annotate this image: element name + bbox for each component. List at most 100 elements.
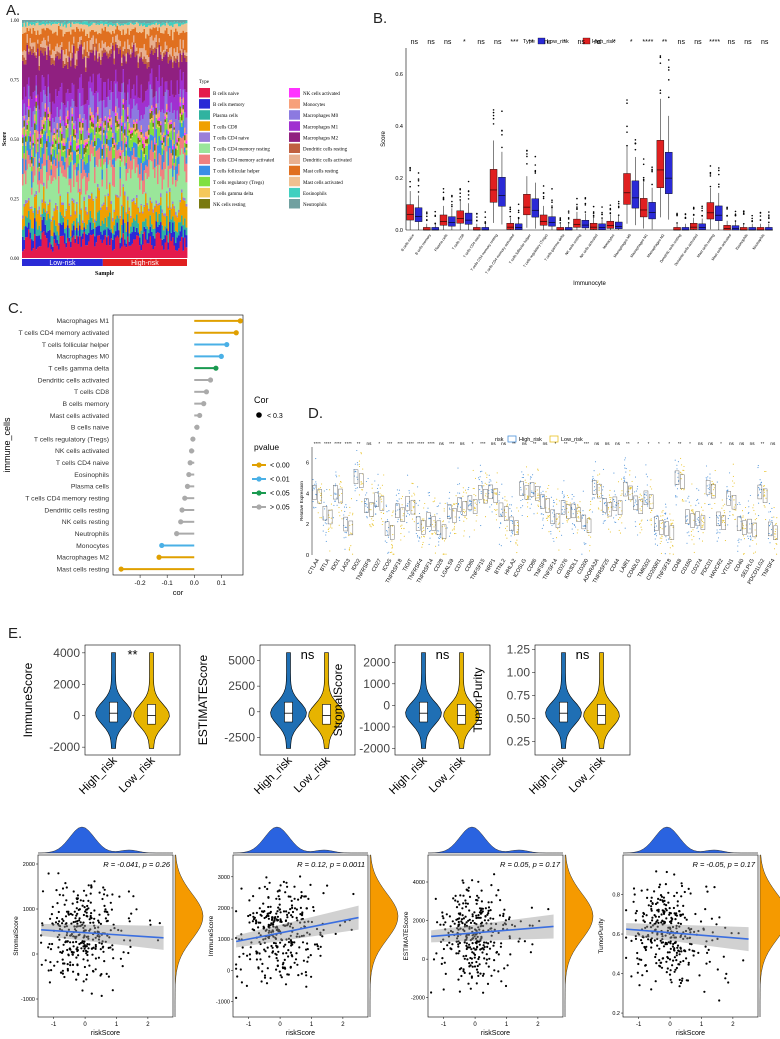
- stack-segment: [71, 114, 74, 117]
- data-point: [711, 480, 713, 482]
- stack-segment: [94, 23, 96, 32]
- stack-segment: [50, 146, 53, 154]
- stack-segment: [118, 123, 120, 127]
- data-point: [660, 522, 662, 524]
- data-point: [680, 478, 682, 480]
- y-axis-title: ESTIMATEScore: [196, 654, 210, 745]
- outlier-point: [768, 211, 770, 213]
- stack-segment: [167, 187, 170, 207]
- stack-segment: [167, 165, 170, 188]
- data-point: [733, 499, 735, 501]
- legend-swatch: [289, 187, 300, 198]
- stack-segment: [62, 60, 65, 68]
- stack-segment: [25, 141, 27, 146]
- data-point: [360, 481, 362, 483]
- stack-segment: [49, 29, 51, 44]
- stack-segment: [178, 222, 180, 236]
- stack-segment: [56, 51, 59, 56]
- data-point: [599, 485, 602, 487]
- data-point: [752, 507, 754, 509]
- data-point: [775, 523, 777, 525]
- outlier-point: [417, 172, 420, 174]
- stack-segment: [160, 85, 162, 113]
- stack-segment: [71, 22, 74, 30]
- scatter-point: [82, 926, 85, 929]
- stack-segment: [73, 36, 75, 44]
- box: [736, 516, 742, 531]
- significance-label: *: [378, 441, 380, 446]
- stack-segment: [26, 123, 29, 125]
- stack-segment: [52, 251, 54, 258]
- scatter-point: [110, 908, 113, 911]
- data-point: [558, 513, 560, 515]
- data-point: [522, 476, 525, 479]
- stack-segment: [107, 58, 110, 79]
- outlier-point: [451, 200, 453, 203]
- data-point: [522, 505, 524, 507]
- stack-segment: [61, 102, 63, 127]
- outlier-point: [701, 209, 703, 212]
- scatter-point: [70, 933, 73, 936]
- scatter-point: [72, 970, 75, 973]
- box: [483, 489, 488, 504]
- data-point: [748, 506, 750, 508]
- stack-segment: [23, 86, 26, 104]
- data-point: [598, 508, 600, 510]
- x-tick-label: -0.2: [134, 580, 146, 587]
- stack-segment: [47, 205, 50, 215]
- stack-segment: [149, 134, 152, 150]
- stack-segment: [146, 26, 149, 35]
- stack-segment: [71, 123, 74, 136]
- stack-segment: [122, 109, 125, 123]
- stack-segment: [82, 46, 84, 55]
- data-point: [750, 538, 752, 540]
- stack-segment: [134, 231, 137, 240]
- data-point: [525, 482, 527, 484]
- stack-segment: [167, 110, 170, 123]
- stack-segment: [31, 155, 33, 157]
- stack-segment: [136, 32, 138, 48]
- stack-segment: [103, 43, 105, 48]
- data-point: [465, 492, 467, 494]
- data-point: [505, 511, 507, 514]
- lollipop-point: [213, 365, 219, 371]
- stack-segment: [53, 122, 56, 129]
- stack-segment: [181, 54, 183, 62]
- scatter-point: [97, 931, 100, 934]
- stack-segment: [130, 178, 132, 216]
- data-point: [670, 541, 672, 543]
- data-point: [393, 553, 395, 555]
- scatter-point: [64, 923, 67, 926]
- stack-segment: [37, 143, 39, 152]
- stack-segment: [119, 119, 122, 147]
- stack-segment: [73, 123, 75, 126]
- stack-segment: [49, 175, 51, 200]
- stack-segment: [83, 114, 86, 141]
- stack-segment: [172, 27, 174, 41]
- data-point: [387, 536, 390, 538]
- data-point: [578, 506, 580, 508]
- stack-segment: [64, 138, 66, 145]
- stack-segment: [146, 68, 149, 90]
- stack-segment: [32, 42, 35, 47]
- stack-segment: [44, 40, 47, 48]
- stack-segment: [118, 197, 120, 219]
- data-point: [588, 534, 590, 536]
- stack-segment: [184, 50, 186, 56]
- stack-segment: [89, 222, 92, 235]
- stack-segment: [154, 152, 156, 159]
- outlier-point: [701, 207, 703, 209]
- data-point: [391, 547, 393, 549]
- stack-segment: [26, 42, 29, 45]
- stack-segment: [34, 42, 36, 53]
- stack-segment: [133, 44, 135, 85]
- stack-segment: [53, 32, 56, 52]
- data-point: [468, 500, 471, 502]
- data-point: [324, 522, 326, 524]
- stack-segment: [26, 27, 29, 35]
- legend-label: NK cells activated: [303, 92, 340, 97]
- data-point: [548, 531, 550, 533]
- outlier-point: [601, 217, 603, 219]
- stack-segment: [140, 180, 143, 204]
- data-point: [434, 552, 436, 554]
